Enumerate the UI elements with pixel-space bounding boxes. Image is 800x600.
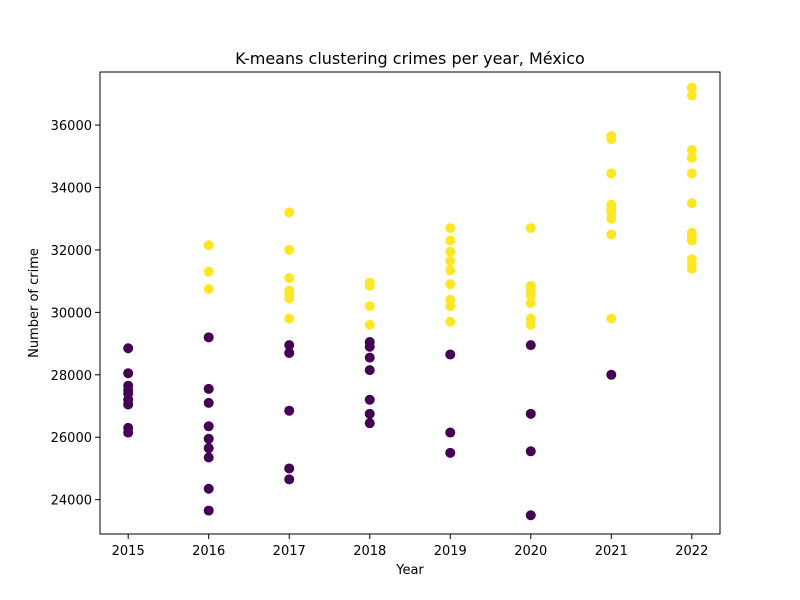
cluster-1-point	[364, 280, 375, 291]
y-tick-label: 30000	[51, 306, 92, 321]
cluster-1-point	[445, 235, 456, 246]
cluster-0-point	[203, 505, 214, 516]
cluster-0-point	[525, 510, 536, 521]
cluster-1-point	[445, 223, 456, 234]
cluster-1-point	[686, 82, 697, 93]
cluster-1-point	[525, 298, 536, 308]
x-tick-label: 2020	[514, 544, 547, 559]
chart-title: K-means clustering crimes per year, Méxi…	[235, 49, 585, 68]
x-axis-title: Year	[395, 563, 424, 578]
y-tick-label: 32000	[51, 244, 92, 259]
cluster-1-point	[606, 134, 617, 145]
cluster-1-point	[445, 301, 456, 312]
cluster-1-point	[686, 235, 697, 246]
cluster-0-point	[606, 369, 617, 380]
cluster-0-point	[203, 397, 214, 408]
cluster-0-point	[364, 365, 375, 376]
cluster-1-point	[284, 207, 295, 218]
cluster-1-point	[445, 265, 456, 276]
cluster-0-point	[364, 352, 375, 363]
y-tick-label: 28000	[51, 369, 92, 384]
cluster-1-point	[284, 293, 295, 304]
cluster-1-point	[606, 168, 617, 179]
cluster-0-point	[525, 446, 536, 457]
cluster-0-point	[445, 349, 456, 360]
cluster-1-point	[686, 145, 697, 156]
cluster-0-point	[203, 443, 214, 454]
cluster-0-point	[203, 383, 214, 394]
cluster-0-point	[123, 427, 134, 438]
cluster-0-point	[203, 452, 214, 463]
y-tick-label: 36000	[51, 119, 92, 134]
cluster-1-point	[284, 273, 295, 284]
y-axis: 24000 26000 28000 30000 32000 34000 36000	[51, 119, 100, 509]
cluster-0-point	[203, 332, 214, 343]
cluster-0-point	[445, 447, 456, 458]
points-layer	[123, 82, 697, 521]
cluster-1-point	[686, 198, 697, 209]
cluster-1-point	[284, 313, 295, 324]
x-tick-label: 2021	[595, 544, 628, 559]
cluster-1-point	[525, 319, 536, 330]
cluster-1-point	[606, 313, 617, 324]
cluster-0-point	[284, 474, 295, 485]
x-tick-label: 2019	[434, 544, 467, 559]
y-tick-label: 26000	[51, 431, 92, 446]
cluster-1-point	[606, 213, 617, 224]
cluster-1-point	[203, 266, 214, 277]
cluster-0-point	[364, 408, 375, 419]
cluster-1-point	[203, 240, 214, 251]
cluster-0-point	[123, 368, 134, 379]
cluster-0-point	[284, 463, 295, 474]
cluster-0-point	[203, 433, 214, 444]
cluster-1-point	[203, 283, 214, 294]
cluster-0-point	[203, 483, 214, 494]
cluster-1-point	[525, 223, 536, 234]
cluster-0-point	[445, 427, 456, 438]
x-tick-label: 2015	[112, 544, 145, 559]
x-axis: 2015 2016 2017 2018 2019 2020 2021 2022	[112, 534, 708, 559]
cluster-1-point	[686, 152, 697, 163]
cluster-1-point	[445, 246, 456, 257]
cluster-1-point	[525, 290, 536, 301]
cluster-0-point	[364, 394, 375, 405]
cluster-0-point	[364, 341, 375, 352]
cluster-1-point	[686, 90, 697, 101]
x-tick-label: 2017	[273, 544, 306, 559]
cluster-0-point	[123, 399, 134, 410]
cluster-0-point	[284, 340, 295, 351]
cluster-0-point	[525, 408, 536, 419]
cluster-1-point	[364, 319, 375, 330]
y-tick-label: 34000	[51, 182, 92, 197]
cluster-0-point	[525, 340, 536, 351]
cluster-0-point	[284, 405, 295, 416]
y-tick-label: 24000	[51, 494, 92, 509]
cluster-1-point	[606, 229, 617, 240]
cluster-1-point	[686, 168, 697, 179]
y-axis-title: Number of crime	[27, 248, 42, 358]
cluster-0-point	[364, 418, 375, 429]
x-tick-label: 2018	[353, 544, 386, 559]
plot-frame	[99, 71, 721, 535]
x-tick-label: 2016	[192, 544, 225, 559]
cluster-0-point	[284, 347, 295, 358]
cluster-1-point	[284, 244, 295, 255]
cluster-0-point	[203, 421, 214, 432]
cluster-1-point	[445, 316, 456, 327]
cluster-1-point	[445, 279, 456, 290]
cluster-1-point	[364, 301, 375, 312]
x-tick-label: 2022	[675, 544, 708, 559]
cluster-1-point	[686, 263, 697, 274]
cluster-1-point	[445, 255, 456, 266]
cluster-0-point	[123, 343, 134, 354]
